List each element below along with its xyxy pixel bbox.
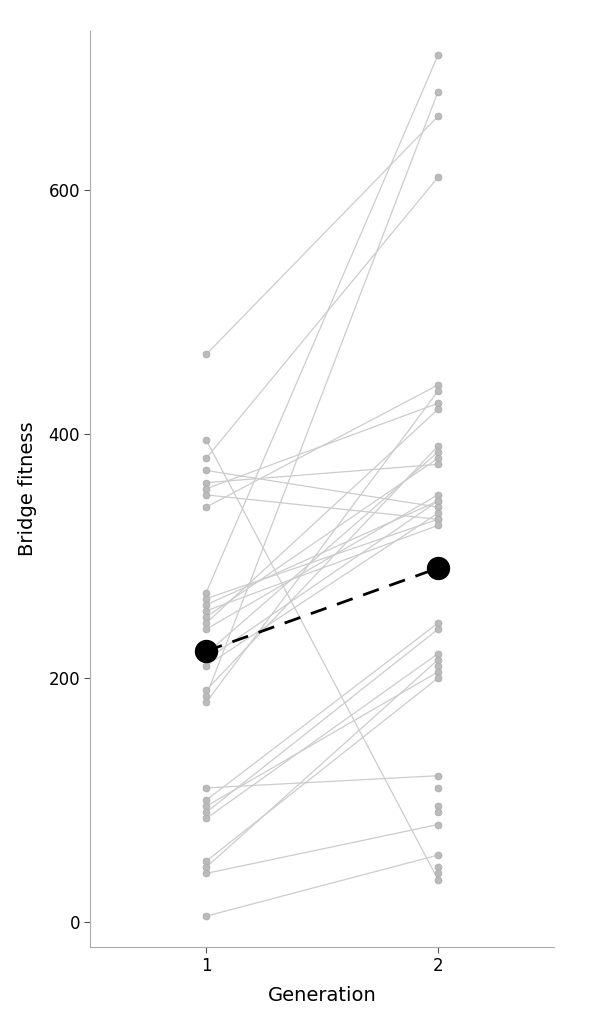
Point <box>433 169 443 185</box>
Point <box>433 443 443 460</box>
Point <box>433 511 443 528</box>
Point <box>201 688 211 705</box>
Point <box>433 872 443 888</box>
Point <box>433 377 443 393</box>
Point <box>201 645 211 662</box>
Point <box>201 603 211 619</box>
Point <box>201 865 211 882</box>
Point <box>201 462 211 478</box>
Point <box>433 505 443 522</box>
Point <box>201 804 211 820</box>
Point <box>433 456 443 472</box>
Point <box>201 643 211 660</box>
Point <box>433 658 443 674</box>
Point <box>201 780 211 796</box>
Point <box>433 487 443 503</box>
Point <box>201 651 211 668</box>
Point <box>433 437 443 454</box>
X-axis label: Generation: Generation <box>268 986 376 1005</box>
Point <box>201 432 211 449</box>
Point <box>201 487 211 503</box>
Point <box>201 792 211 809</box>
Point <box>201 609 211 626</box>
Point <box>201 481 211 497</box>
Point <box>433 83 443 100</box>
Point <box>433 615 443 632</box>
Point <box>433 670 443 686</box>
Point <box>433 493 443 509</box>
Point <box>433 450 443 466</box>
Point <box>433 847 443 863</box>
Point <box>433 511 443 528</box>
Point <box>201 682 211 699</box>
Point <box>201 450 211 466</box>
Point <box>201 474 211 491</box>
Point <box>433 651 443 668</box>
Point <box>433 395 443 412</box>
Point <box>433 865 443 882</box>
Point <box>201 346 211 362</box>
Point <box>433 780 443 796</box>
Point <box>201 810 211 826</box>
Y-axis label: Bridge fitness: Bridge fitness <box>18 422 37 556</box>
Point <box>201 799 211 815</box>
Point <box>433 620 443 637</box>
Point <box>433 560 443 576</box>
Point <box>201 695 211 711</box>
Point <box>201 620 211 637</box>
Point <box>201 615 211 632</box>
Point <box>433 493 443 509</box>
Point <box>201 499 211 516</box>
Point <box>433 108 443 125</box>
Point <box>201 658 211 674</box>
Point <box>433 859 443 876</box>
Point <box>433 664 443 680</box>
Point <box>433 816 443 832</box>
Point <box>201 584 211 601</box>
Point <box>433 768 443 784</box>
Point <box>433 47 443 64</box>
Point <box>433 518 443 534</box>
Point <box>201 853 211 870</box>
Point <box>201 859 211 876</box>
Point <box>433 645 443 662</box>
Point <box>433 401 443 418</box>
Point <box>433 799 443 815</box>
Point <box>201 597 211 613</box>
Point <box>433 499 443 516</box>
Point <box>433 383 443 399</box>
Point <box>201 908 211 924</box>
Point <box>433 804 443 820</box>
Point <box>201 591 211 607</box>
